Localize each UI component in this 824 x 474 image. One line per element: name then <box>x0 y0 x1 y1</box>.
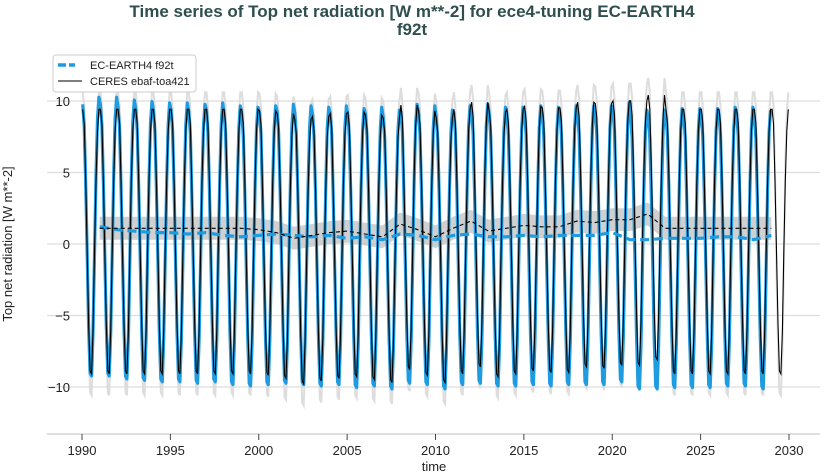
y-tick-label: −5 <box>55 309 70 324</box>
legend: EC-EARTH4 f92t CERES ebaf-toa421 <box>52 54 197 93</box>
chart-title-line-2: f92t <box>396 20 428 39</box>
ec-earth4-monthly-line <box>81 95 773 391</box>
x-tick-label: 2000 <box>244 443 273 458</box>
x-tick-label: 2030 <box>775 443 804 458</box>
legend-label-ec-earth4: EC-EARTH4 f92t <box>90 60 174 72</box>
legend-box <box>52 54 197 93</box>
y-tick-label: −10 <box>48 380 70 395</box>
x-tick-label: 1990 <box>68 443 97 458</box>
x-tick-label: 2025 <box>686 443 715 458</box>
x-tick-label: 2020 <box>598 443 627 458</box>
series-lines <box>81 94 789 391</box>
x-tick-label: 2005 <box>333 443 362 458</box>
x-tick-label: 2015 <box>509 443 538 458</box>
legend-label-ceres: CERES ebaf-toa421 <box>90 76 190 88</box>
chart-title-line-1: Time series of Top net radiation [W m**-… <box>129 2 695 21</box>
ceres-annual-mean-line <box>99 213 772 239</box>
axes: −10 −5 0 5 10 1990 1995 2000 2005 2010 2015 2020 202… <box>47 94 820 458</box>
ec-earth4-annual-mean-line <box>99 225 772 242</box>
ceres-mean-spread-band <box>99 202 772 250</box>
x-tick-label: 2010 <box>421 443 450 458</box>
y-axis-label: Top net radiation [W m**-2] <box>0 166 15 321</box>
x-axis-label: time <box>422 459 447 474</box>
y-tick-label: 5 <box>63 166 70 181</box>
ceres-monthly-line <box>82 94 789 387</box>
x-tick-label: 1995 <box>156 443 185 458</box>
y-tick-label: 10 <box>56 94 70 109</box>
y-tick-label: 0 <box>63 237 70 252</box>
